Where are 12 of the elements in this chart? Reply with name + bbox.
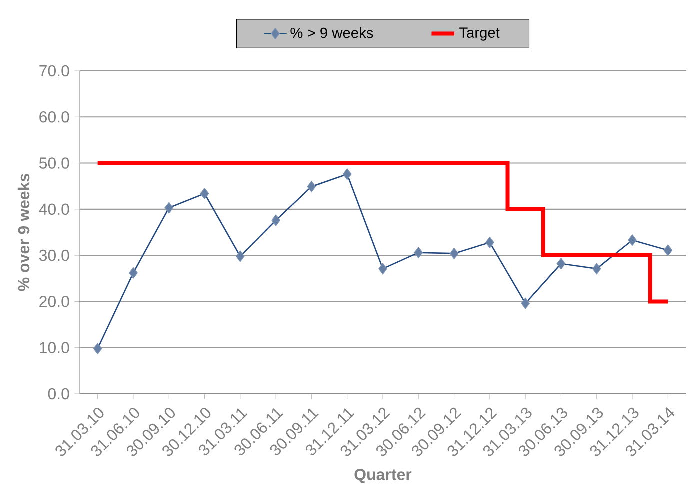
legend-label: Target [459, 28, 500, 41]
y-tick-label: 10.0 [40, 342, 70, 354]
y-tick-label: 40.0 [39, 204, 70, 216]
y-tick-label: 60.0 [40, 111, 70, 123]
y-tick-label: 20.0 [40, 296, 70, 308]
y-tick-label: 50.0 [39, 158, 70, 169]
y-tick-label: 70.0 [40, 65, 70, 77]
x-axis-title: Quarter [354, 469, 412, 484]
y-tick-label: 30.0 [39, 250, 70, 262]
y-tick-label: 0.0 [48, 388, 70, 400]
legend-label: % > 9 weeks [290, 27, 374, 38]
y-axis-title: % over 9 weeks [18, 174, 30, 292]
